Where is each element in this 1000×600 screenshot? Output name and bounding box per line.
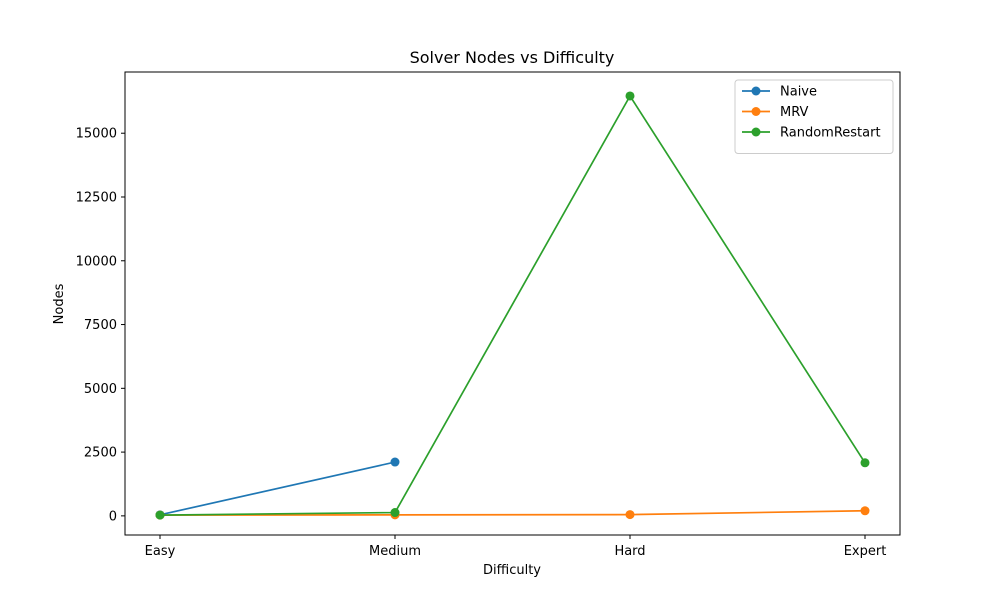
y-tick-label: 15000 bbox=[76, 127, 117, 142]
legend-label: Naive bbox=[780, 85, 817, 100]
y-tick-label: 7500 bbox=[84, 318, 117, 333]
series-mrv bbox=[155, 506, 870, 520]
data-point bbox=[155, 510, 165, 520]
legend-label: MRV bbox=[780, 105, 809, 120]
data-point bbox=[860, 506, 870, 516]
data-point bbox=[625, 510, 635, 520]
legend-swatch-marker bbox=[751, 107, 761, 116]
legend-label: RandomRestart bbox=[780, 126, 881, 141]
y-axis-title: Nodes bbox=[52, 283, 67, 324]
series-line bbox=[159, 94, 866, 516]
legend-frame bbox=[734, 79, 894, 154]
series-layer bbox=[155, 91, 870, 520]
legend-swatch-marker bbox=[751, 86, 761, 96]
x-axis: Easy Medium Hard Expert bbox=[145, 535, 887, 559]
y-tick-label: 5000 bbox=[84, 382, 117, 397]
legend: Naive MRV RandomRestart bbox=[734, 79, 894, 154]
legend-item: Naive bbox=[742, 85, 817, 100]
series-line bbox=[159, 461, 396, 516]
legend-item: MRV bbox=[742, 105, 809, 120]
plot-area bbox=[124, 71, 901, 536]
legend-swatch-marker bbox=[751, 127, 761, 137]
data-point bbox=[390, 457, 400, 467]
chart-title: Solver Nodes vs Difficulty bbox=[410, 48, 615, 67]
y-tick-label: 12500 bbox=[76, 190, 117, 205]
y-tick-label: 0 bbox=[109, 509, 117, 524]
data-point bbox=[625, 91, 635, 101]
x-axis-title: Difficulty bbox=[483, 563, 541, 578]
y-axis: 0 2500 5000 7500 10000 12500 15000 bbox=[76, 127, 125, 524]
x-tick-label: Medium bbox=[369, 544, 421, 559]
series-randomrestart bbox=[155, 91, 870, 520]
data-point bbox=[860, 458, 870, 468]
series-line bbox=[159, 509, 866, 516]
x-tick-label: Easy bbox=[145, 544, 176, 559]
data-point bbox=[390, 508, 400, 518]
series-naive bbox=[155, 457, 400, 520]
x-tick-label: Expert bbox=[844, 544, 887, 559]
y-tick-label: 10000 bbox=[76, 254, 117, 269]
x-tick-label: Hard bbox=[614, 544, 645, 559]
y-tick-label: 2500 bbox=[84, 446, 117, 461]
legend-item: RandomRestart bbox=[742, 126, 881, 141]
